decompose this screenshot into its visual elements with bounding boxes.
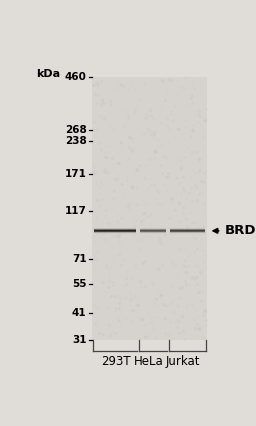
- Text: BRD2: BRD2: [225, 225, 256, 237]
- Text: 71: 71: [72, 254, 87, 264]
- Text: 41: 41: [72, 308, 87, 317]
- Text: 268: 268: [65, 125, 87, 135]
- Text: 293T: 293T: [102, 354, 131, 368]
- Text: kDa: kDa: [36, 69, 60, 79]
- Text: Jurkat: Jurkat: [166, 354, 200, 368]
- Text: HeLa: HeLa: [134, 354, 164, 368]
- Text: 171: 171: [65, 169, 87, 178]
- Text: 117: 117: [65, 206, 87, 216]
- Text: 460: 460: [65, 72, 87, 82]
- Text: 55: 55: [72, 279, 87, 289]
- Bar: [92, 78, 207, 340]
- Text: 238: 238: [65, 136, 87, 147]
- Text: 31: 31: [72, 335, 87, 345]
